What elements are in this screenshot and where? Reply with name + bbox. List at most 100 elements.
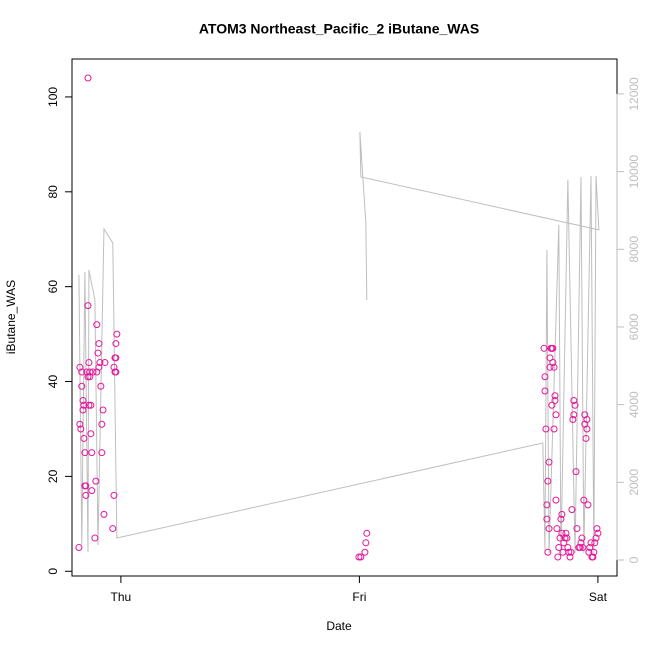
point (88, 487, 96, 495)
point (86, 373, 94, 381)
point (84, 373, 92, 381)
x-tick-label: Fri (352, 590, 366, 604)
point (112, 354, 120, 362)
point (80, 434, 88, 442)
point (585, 548, 593, 556)
point (582, 434, 590, 442)
point (555, 544, 563, 552)
point (545, 458, 553, 466)
point (82, 482, 90, 490)
point (76, 363, 84, 371)
point (84, 302, 92, 310)
y2-tick-label: 0 (627, 556, 641, 563)
point (566, 553, 574, 561)
point (543, 515, 551, 523)
point (570, 397, 578, 405)
point (577, 539, 585, 547)
y-tick-label: 40 (46, 375, 60, 389)
point (97, 382, 105, 390)
point (586, 544, 594, 552)
y2-tick-label: 2000 (627, 469, 641, 496)
point (100, 510, 108, 518)
point (94, 349, 102, 357)
point (82, 491, 90, 499)
point (584, 501, 592, 509)
point (95, 340, 103, 348)
point (554, 553, 562, 561)
point (87, 401, 95, 409)
point (583, 425, 591, 433)
point (112, 368, 120, 376)
y2-tick-label: 6000 (627, 313, 641, 340)
y-tick-label: 20 (46, 469, 60, 483)
point (543, 501, 551, 509)
point (81, 449, 89, 457)
point (110, 363, 118, 371)
point (110, 491, 118, 499)
point (93, 321, 101, 329)
y2-tick-label: 10000 (627, 155, 641, 189)
point (580, 496, 588, 504)
point (556, 534, 564, 542)
point (88, 449, 96, 457)
point (109, 525, 117, 533)
point (362, 539, 370, 547)
point (589, 553, 597, 561)
chart-title: ATOM3 Northeast_Pacific_2 iButane_WAS (199, 21, 479, 37)
x-tick-label: Thu (111, 590, 132, 604)
point (363, 529, 371, 537)
point (560, 539, 568, 547)
x-axis-label: Date (326, 619, 352, 633)
point (96, 359, 104, 367)
point (98, 420, 106, 428)
point (558, 510, 566, 518)
point (84, 74, 92, 82)
point (569, 415, 577, 423)
point (357, 553, 365, 561)
point (76, 420, 84, 428)
point (78, 382, 86, 390)
point (572, 468, 580, 476)
point (101, 359, 109, 367)
point (79, 406, 87, 414)
point (87, 430, 95, 438)
point (113, 330, 121, 338)
point (570, 411, 578, 419)
point (587, 539, 595, 547)
point (92, 477, 100, 485)
point (568, 506, 576, 514)
point (541, 387, 549, 395)
point (91, 534, 99, 542)
point (552, 496, 560, 504)
point (567, 548, 575, 556)
point (75, 544, 83, 552)
point (355, 553, 363, 561)
point (550, 425, 558, 433)
point (590, 548, 598, 556)
point (549, 359, 557, 367)
y-tick-label: 60 (46, 280, 60, 294)
point (361, 548, 369, 556)
y2-tick-label: 8000 (627, 236, 641, 263)
point (551, 397, 559, 405)
point (592, 534, 600, 542)
x-tick-label: Sat (589, 590, 608, 604)
point (78, 368, 86, 376)
point (562, 529, 570, 537)
point (80, 401, 88, 409)
point (593, 525, 601, 533)
point (557, 515, 565, 523)
point (542, 425, 550, 433)
point (552, 411, 560, 419)
point (89, 368, 97, 376)
point (86, 368, 94, 376)
point (591, 539, 599, 547)
point (583, 415, 591, 423)
point (85, 359, 93, 367)
point (545, 525, 553, 533)
y-axis-label: iButane_WAS (4, 280, 18, 354)
point (564, 544, 572, 552)
point (550, 363, 558, 371)
point (563, 534, 571, 542)
